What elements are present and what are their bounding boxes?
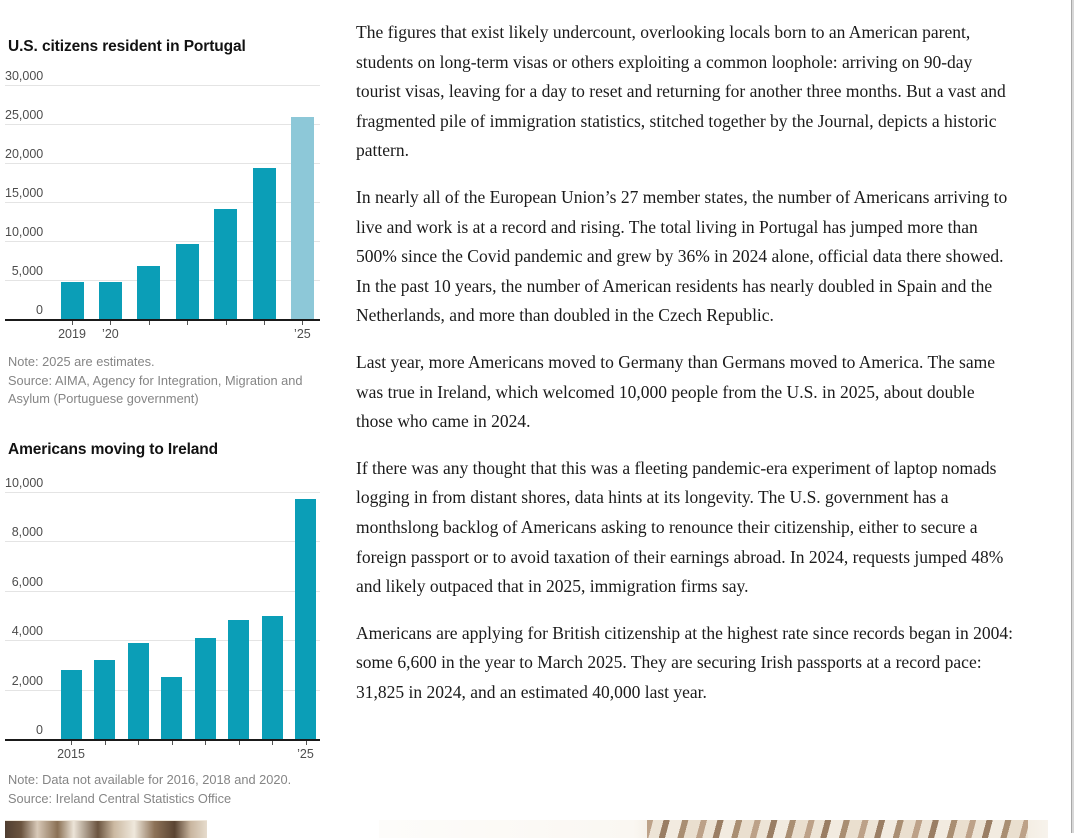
article-paragraph-2: In nearly all of the European Union’s 27… <box>356 186 1008 326</box>
chart-title-ireland: Americans moving to Ireland <box>8 441 219 458</box>
source-text: Source: AIMA, Agency for Integration, Mi… <box>8 372 303 407</box>
bar-2022 <box>175 244 199 319</box>
bar-2017 <box>94 659 115 739</box>
bar-2023 <box>214 209 238 319</box>
bar-2021 <box>161 677 182 739</box>
note-text: Note: 2025 are estimates. <box>8 354 155 369</box>
gridline <box>5 280 320 281</box>
y-axis-label: 8,000 <box>11 525 43 540</box>
bar-2019 <box>60 282 84 319</box>
x-axis-tick <box>148 321 150 325</box>
x-axis-line <box>5 319 320 321</box>
x-axis-tick <box>264 321 265 325</box>
y-axis-label: 6,000 <box>11 574 43 589</box>
source-text: Source: Ireland Central Statistics Offic… <box>8 790 232 806</box>
y-axis-label: 5,000 <box>11 264 43 278</box>
bar-2024 <box>252 168 276 319</box>
x-axis-tick <box>72 321 73 325</box>
scrollbar[interactable] <box>1071 0 1074 833</box>
gridline <box>5 241 320 242</box>
chart-note-ireland: Note: Data not available for 2016, 2018 … <box>8 771 322 808</box>
y-axis-label: 25,000 <box>5 108 44 122</box>
note-text: Note: Data not available for 2016, 2018 … <box>8 772 292 787</box>
article-paragraph-1: The figures that exist likely undercount… <box>356 22 1006 161</box>
chart-plot-ireland: 0 2,000 4,000 6,000 8,000 10,000 <box>5 475 320 741</box>
x-axis-label: 2019 <box>58 327 86 341</box>
y-axis-label: 30,000 <box>5 69 44 83</box>
x-axis-tick <box>187 321 189 325</box>
bar-2023 <box>228 620 249 739</box>
chart-note-portugal: Note: 2025 are estimates. Source: AIMA, … <box>8 353 322 409</box>
y-axis-label: 10,000 <box>5 225 44 239</box>
gridline <box>5 124 320 125</box>
chart-x-axis-ireland: 2015 ’25 <box>5 741 320 763</box>
bar-2021 <box>137 265 161 319</box>
x-axis-tick <box>225 321 227 325</box>
photo-strip-right <box>379 820 1048 838</box>
y-axis-label: 20,000 <box>5 147 44 161</box>
photo-strip-left <box>5 820 207 838</box>
x-axis-line <box>5 739 320 741</box>
y-axis-label: 4,000 <box>11 624 43 639</box>
x-axis-label: ’25 <box>294 327 311 341</box>
gridline <box>5 541 320 543</box>
y-axis-label: 10,000 <box>5 476 44 490</box>
photo-ornament-detail <box>646 820 1028 838</box>
gridline <box>5 85 320 86</box>
bar-2025 <box>295 499 316 739</box>
y-axis-label: 15,000 <box>5 186 44 200</box>
gridline <box>5 163 320 164</box>
x-axis-tick <box>71 741 72 745</box>
x-axis-tick <box>110 321 112 325</box>
article-paragraph-3: Last year, more Americans moved to Germa… <box>356 351 995 432</box>
x-axis-label: ’20 <box>102 327 119 341</box>
bar-2022 <box>194 637 216 739</box>
x-axis-tick <box>171 741 173 745</box>
y-axis-label: 0 <box>36 723 43 737</box>
x-axis-tick <box>205 741 206 745</box>
y-axis-label: 2,000 <box>11 673 43 688</box>
article-body: The figures that exist likely undercount… <box>356 0 1014 724</box>
bar-2019 <box>127 642 149 739</box>
bar-2020 <box>98 282 122 319</box>
x-axis-label: 2015 <box>57 747 85 761</box>
gridline <box>5 202 320 203</box>
x-axis-tick <box>272 741 273 745</box>
chart-plot-portugal: 0 5,000 10,000 15,000 20,000 25,000 30,000 <box>5 68 320 321</box>
x-axis-tick <box>305 741 307 745</box>
bar-2015 <box>60 669 82 739</box>
x-axis-tick <box>104 741 106 745</box>
x-axis-tick <box>138 741 139 745</box>
article-paragraph-5: Americans are applying for British citiz… <box>356 622 1014 702</box>
gridline <box>5 590 320 592</box>
chart-x-axis-portugal: 2019 ’20 ’25 <box>5 321 320 343</box>
gridline <box>5 640 320 642</box>
y-axis-label: 0 <box>36 303 43 317</box>
x-axis-tick <box>302 321 304 325</box>
chart-title-portugal: U.S. citizens resident in Portugal <box>8 38 246 55</box>
bar-2024 <box>261 615 283 739</box>
gridline <box>5 492 320 493</box>
charts-column: U.S. citizens resident in Portugal 0 5,00… <box>5 0 327 838</box>
x-axis-label: ’25 <box>297 747 314 761</box>
x-axis-tick <box>238 741 240 745</box>
article-paragraph-4: If there was any thought that this was a… <box>356 457 1004 597</box>
bar-2025 <box>290 116 314 319</box>
